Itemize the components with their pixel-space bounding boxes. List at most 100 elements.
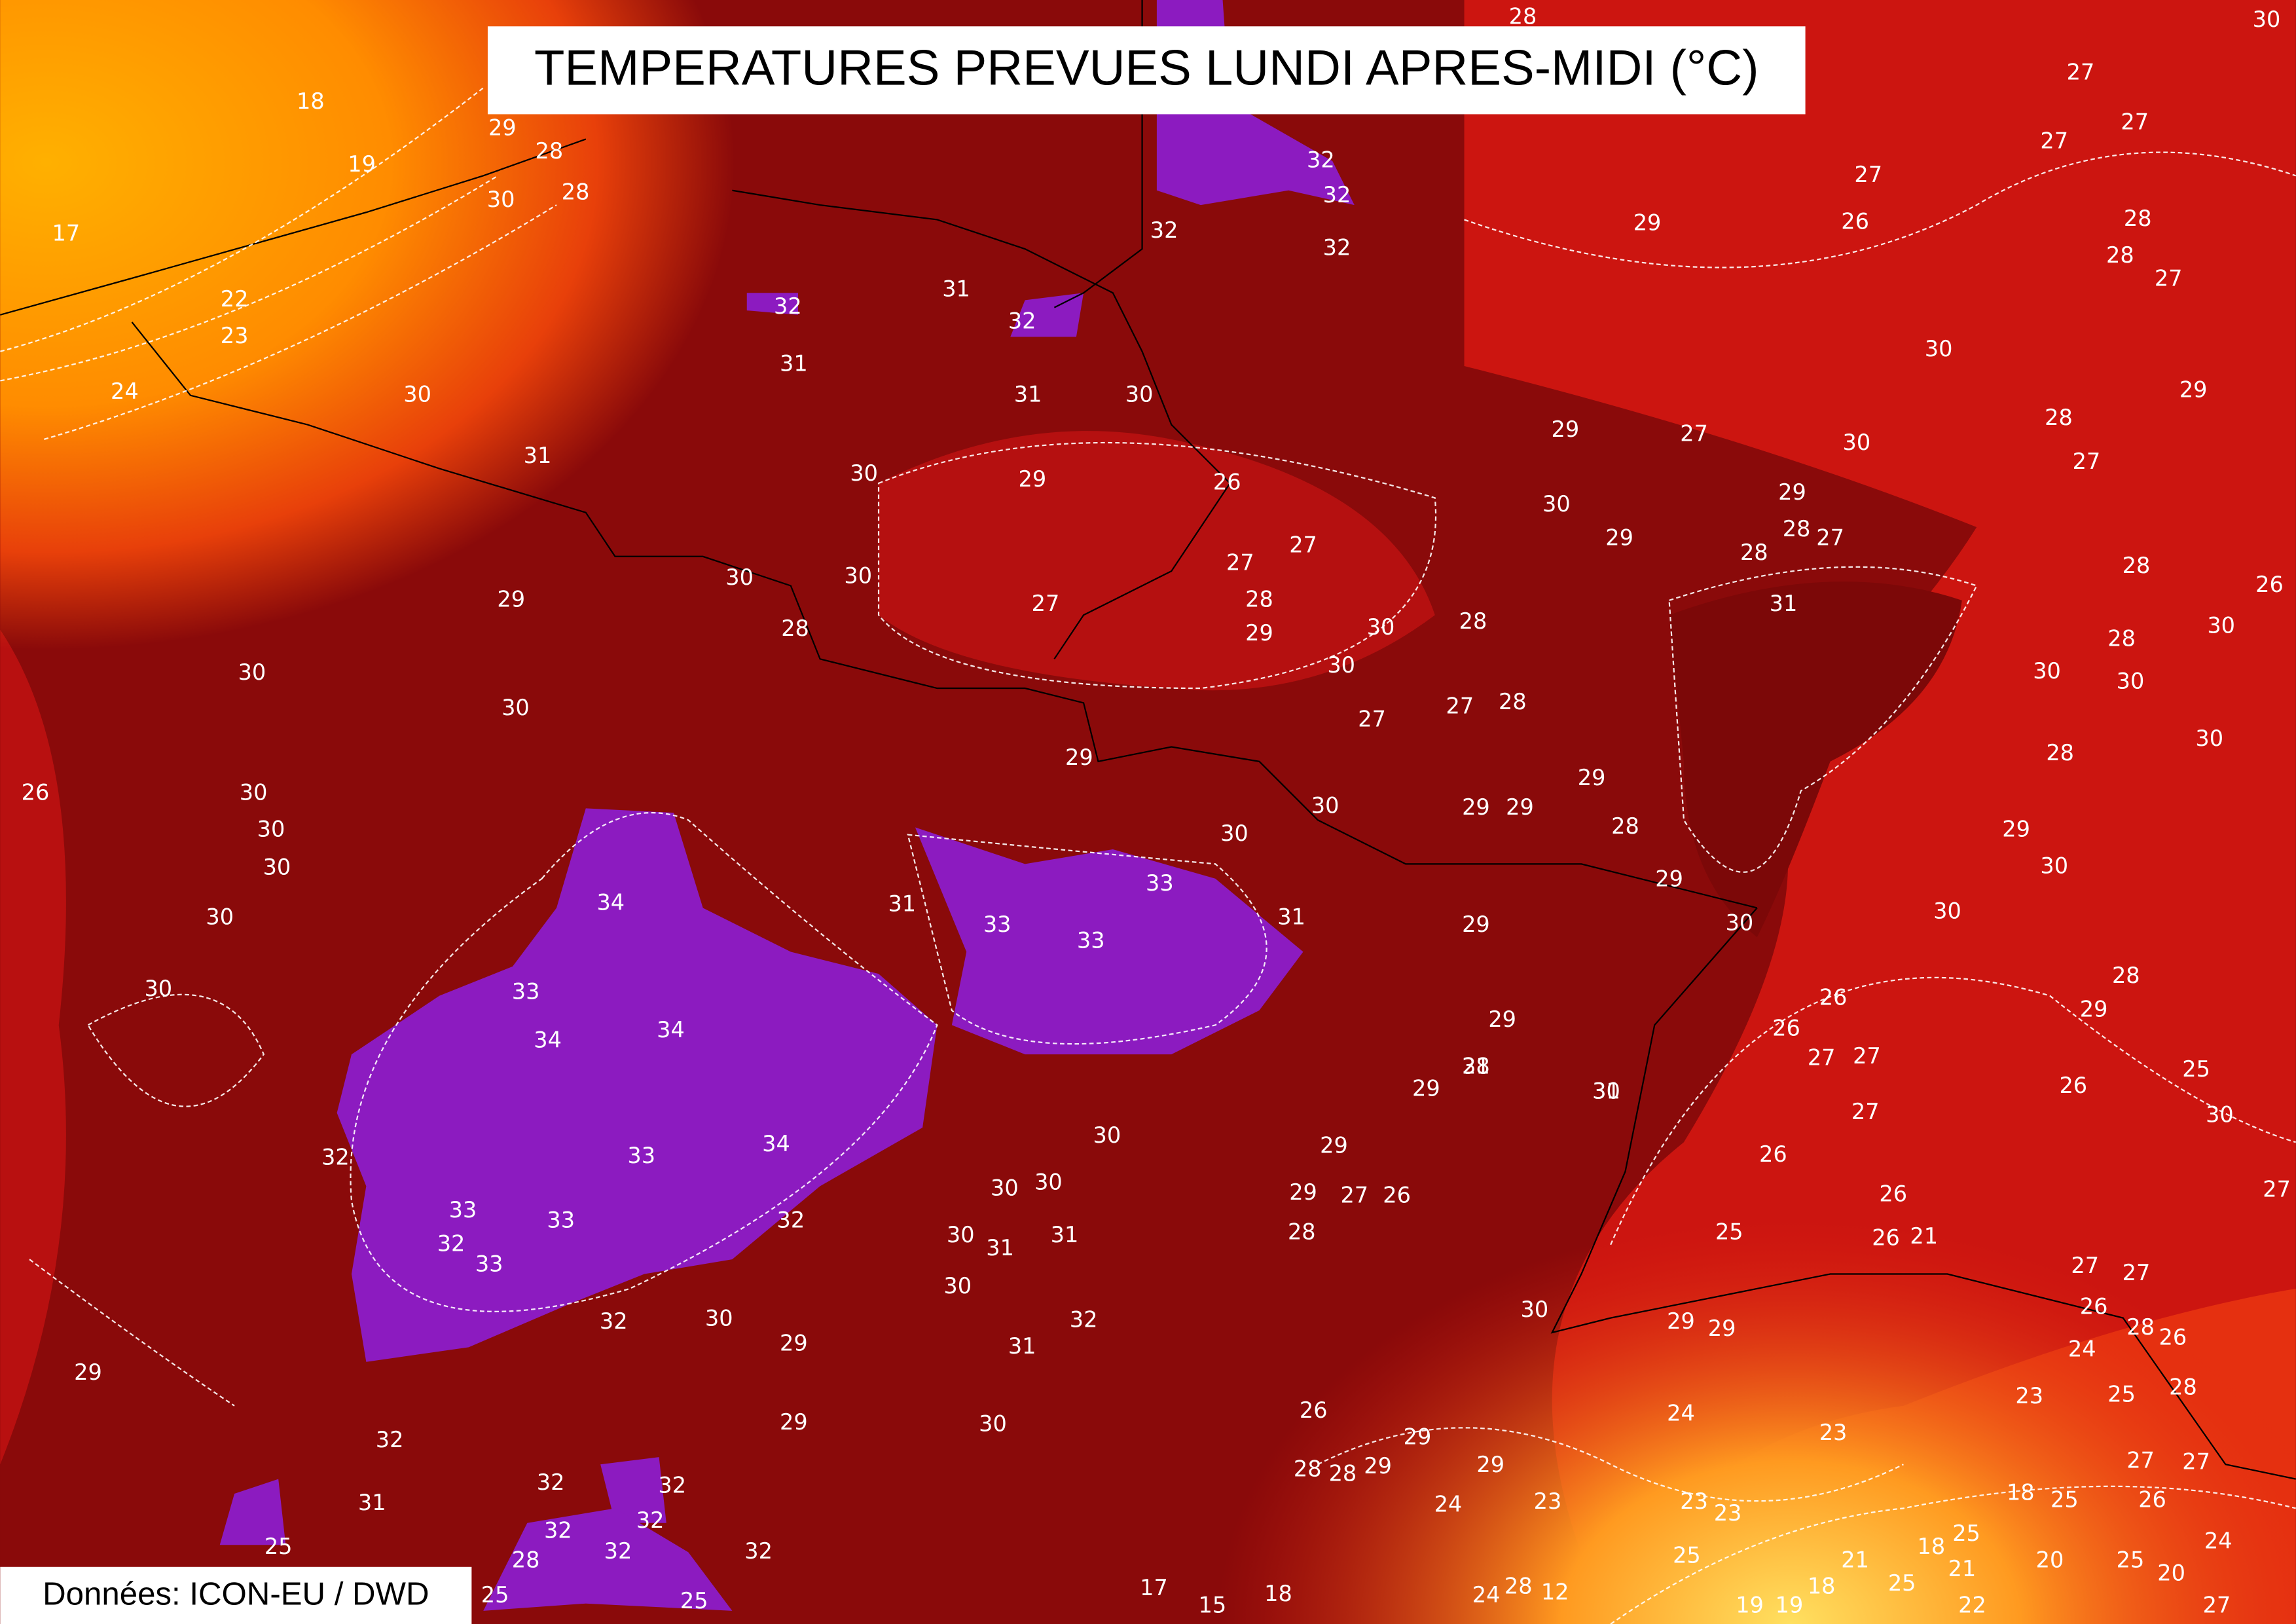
contour-label: 29 [1320,1132,1348,1158]
credit: Données: ICON-EU / DWD [43,1576,429,1612]
contour-label: 23 [2015,1383,2043,1409]
contour-label: 33 [475,1251,503,1277]
contour-label: 29 [488,115,517,140]
contour-label: 31 [524,443,552,468]
contour-label: 32 [744,1538,773,1564]
contour-label: 29 [1404,1424,1432,1449]
contour-label: 33 [1077,927,1105,953]
contour-label: 27 [2121,109,2149,134]
contour-label: 27 [1289,532,1317,558]
contour-label: 28 [1509,3,1537,29]
contour-label: 29 [1778,479,1806,505]
contour-label: 30 [725,564,754,590]
contour-label: 19 [348,151,376,177]
contour-label: 29 [1605,525,1633,550]
isotherms [0,87,2296,1624]
contour-label: 30 [487,187,515,212]
contour-label: 25 [2107,1382,2136,1407]
contour-label: 28 [512,1547,540,1572]
contour-label: 27 [1446,693,1474,719]
contour-label: 31 [1592,1079,1620,1104]
contour-label: 27 [2182,1449,2210,1475]
contour-label: 32 [600,1308,628,1334]
contour-label: 30 [1933,898,1961,924]
contour-label: 20 [2036,1547,2064,1572]
contour-label: 32 [636,1507,665,1533]
contour-label: 34 [762,1131,790,1156]
contour-label: 26 [2138,1487,2166,1513]
contour-label: 30 [238,659,266,685]
contour-label: 27 [2263,1177,2291,1202]
contour-label: 30 [501,695,530,720]
contour-label: 32 [774,293,802,319]
contour-label: 28 [1245,586,1273,612]
contour-label: 25 [481,1582,509,1608]
contour-label: 30 [2207,613,2235,638]
contour-label: 30 [1592,1079,1620,1104]
contour-label: 23 [1680,1488,1708,1514]
contour-label: 29 [1412,1075,1440,1101]
contour-label: 18 [1264,1581,1292,1606]
contour-label: 29 [1506,794,1534,820]
title: TEMPERATURES PREVUES LUNDI APRES-MIDI (°… [534,41,1759,96]
contour-label: 28 [781,616,809,641]
contour-label: 29 [1019,466,1047,492]
credit-box [0,1566,472,1624]
contour-label: 31 [1008,1333,1036,1359]
contour-label: 29 [1488,1006,1516,1032]
contour-label: 26 [1759,1141,1787,1167]
contour-label: 31 [942,276,970,301]
contour-label: 24 [1667,1401,1695,1426]
contour-label: 28 [1783,516,1811,542]
contour-label: 33 [627,1143,655,1168]
contour-label: 27 [2071,1253,2099,1278]
contour-label: 28 [2112,963,2140,988]
contour-label: 27 [2123,1260,2151,1285]
contour-label: 25 [1952,1521,1980,1546]
contour-label: 29 [1364,1453,1392,1479]
contour-label: 30 [1542,491,1571,517]
contour-label: 30 [979,1411,1007,1436]
contour-label: 26 [1772,1016,1800,1041]
contour-label: 29 [1708,1316,1736,1341]
contour-label: 27 [1226,549,1254,575]
contour-label: 32 [376,1427,404,1452]
contour-label: 30 [943,1273,972,1299]
contour-label: 29 [1462,912,1490,937]
contour-label: 32 [1307,147,1335,172]
contour-label: 25 [2117,1547,2145,1572]
contour-label: 30 [240,780,268,805]
contour-label: 23 [221,323,249,348]
contour-label: 26 [2059,1073,2087,1098]
contour-label: 29 [497,586,525,612]
contour-label: 30 [144,976,172,1001]
contour-label: 28 [2106,242,2134,268]
contour-label: 15 [1199,1593,1227,1618]
contour-label: 23 [1534,1488,1562,1514]
contour-label: 25 [1673,1543,1701,1568]
contour-label: 27 [2203,1593,2231,1618]
contour-label: 27 [2067,59,2095,84]
contour-label: 30 [991,1175,1019,1200]
contour-label: 26 [1383,1183,1411,1208]
contour-label: 26 [1879,1181,1907,1206]
contour-label: 30 [1220,821,1248,846]
contour-label: 27 [1032,591,1060,616]
contour-label: 29 [780,1409,808,1435]
contour-label: 31 [888,891,916,917]
contour-label: 30 [2040,853,2068,878]
contour-label: 28 [2126,1314,2155,1340]
contour-label: 32 [1150,217,1178,243]
contour-label: 34 [657,1017,685,1043]
contour-label: 23 [1714,1500,1742,1526]
contour-label: 28 [1740,540,1768,565]
contour-label: 27 [1680,421,1708,447]
contour-label: 25 [680,1588,708,1614]
contour-label: 24 [2204,1528,2232,1553]
contour-label: 30 [403,381,431,407]
contour-label: 26 [1213,469,1241,494]
contour-label: 19 [1776,1593,1804,1618]
contour-label: 28 [1462,1054,1490,1079]
